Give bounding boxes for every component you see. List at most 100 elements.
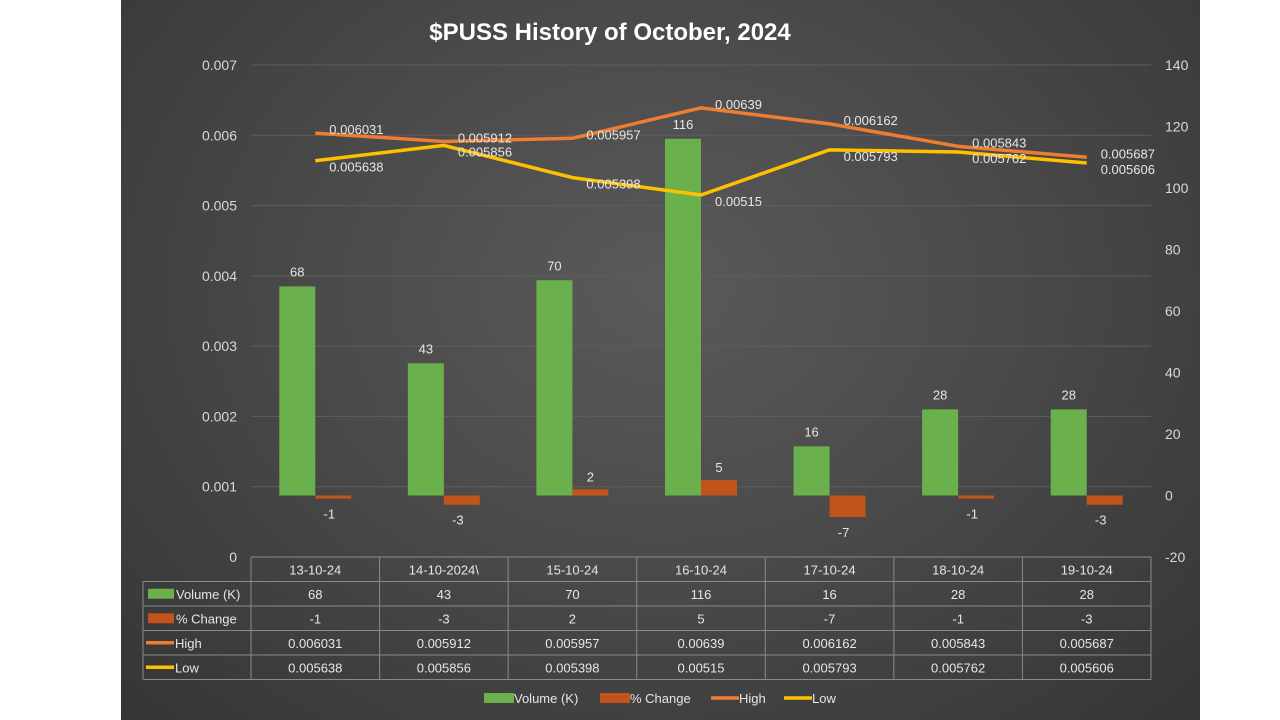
y-right-tick-label: 0 xyxy=(1165,488,1173,504)
table-cell: 0.005398 xyxy=(545,660,599,675)
table-cell: -3 xyxy=(1081,611,1093,626)
table-series-label: High xyxy=(175,636,202,651)
change-bar xyxy=(829,495,866,518)
change-data-label: -3 xyxy=(452,513,464,528)
table-cell: 0.00515 xyxy=(678,660,725,675)
table-cell: 0.005793 xyxy=(802,660,856,675)
change-data-label: 5 xyxy=(715,460,722,475)
table-cell: -3 xyxy=(438,611,450,626)
y-left-tick-label: 0.001 xyxy=(202,479,237,495)
y-right-tick-label: 80 xyxy=(1165,242,1181,258)
change-bar xyxy=(572,489,609,496)
legend-entry: Low xyxy=(812,691,836,706)
table-cell: 5 xyxy=(697,611,704,626)
table-cell: 70 xyxy=(565,587,579,602)
change-bar xyxy=(443,495,480,505)
table-series-label: Volume (K) xyxy=(176,587,240,602)
change-bar xyxy=(315,495,352,499)
y-left-tick-label: 0.004 xyxy=(202,268,237,284)
legend-entry: High xyxy=(739,691,766,706)
y-left-tick-label: 0.007 xyxy=(202,57,237,73)
table-cell: 2 xyxy=(569,611,576,626)
table-cell: 0.005606 xyxy=(1060,660,1114,675)
low-data-label: 0.005793 xyxy=(844,149,898,164)
y-left-tick-label: 0 xyxy=(229,549,237,565)
low-data-label: 0.005762 xyxy=(972,151,1026,166)
table-cell: -7 xyxy=(824,611,836,626)
table-cell: -1 xyxy=(310,611,322,626)
y-right-tick-label: 120 xyxy=(1165,119,1189,135)
chart-title: $PUSS History of October, 2024 xyxy=(429,19,791,46)
low-data-label: 0.005398 xyxy=(586,177,640,192)
table-cell: 28 xyxy=(1079,587,1093,602)
table-cell: 0.006031 xyxy=(288,636,342,651)
table-cell: 0.005856 xyxy=(417,660,471,675)
table-category-label: 17-10-24 xyxy=(804,562,856,577)
change-bar xyxy=(701,480,737,496)
change-data-label: 2 xyxy=(587,469,594,484)
y-left-tick-label: 0.003 xyxy=(202,338,237,354)
table-series-label: Low xyxy=(175,660,199,675)
change-bar xyxy=(1086,495,1123,505)
table-cell: 0.005843 xyxy=(931,636,985,651)
table-cell: 0.006162 xyxy=(802,636,856,651)
volume-data-label: 28 xyxy=(1061,387,1075,402)
y-right-tick-label: -20 xyxy=(1165,549,1185,565)
y-right-tick-label: 60 xyxy=(1165,303,1181,319)
low-data-label: 0.00515 xyxy=(715,194,762,209)
table-cell: 0.005638 xyxy=(288,660,342,675)
high-data-label: 0.005957 xyxy=(586,127,640,142)
high-data-label: 0.006162 xyxy=(844,113,898,128)
volume-bar xyxy=(793,446,830,496)
volume-bar xyxy=(922,409,959,496)
table-series-label: % Change xyxy=(176,611,237,626)
high-data-label: 0.005843 xyxy=(972,135,1026,150)
table-category-label: 14-10-2024\ xyxy=(409,562,479,577)
table-cell: 0.005912 xyxy=(417,636,471,651)
table-cell: 116 xyxy=(691,587,712,602)
y-right-tick-label: 40 xyxy=(1165,365,1181,381)
table-category-label: 13-10-24 xyxy=(289,562,341,577)
table-cell: 43 xyxy=(437,587,451,602)
y-right-tick-label: 140 xyxy=(1165,57,1189,73)
volume-bar xyxy=(665,138,701,496)
table-legend-key xyxy=(148,613,174,624)
table-cell: 0.00639 xyxy=(678,636,725,651)
volume-bar xyxy=(407,363,444,496)
y-right-tick-label: 100 xyxy=(1165,180,1189,196)
y-left-tick-label: 0.002 xyxy=(202,408,237,424)
volume-data-label: 16 xyxy=(804,424,818,439)
table-cell: 0.005762 xyxy=(931,660,985,675)
legend-entry: % Change xyxy=(630,691,691,706)
table-category-label: 18-10-24 xyxy=(932,562,984,577)
y-left-tick-label: 0.006 xyxy=(202,127,237,143)
high-data-label: 0.006031 xyxy=(329,122,383,137)
change-data-label: -1 xyxy=(324,507,336,522)
low-line xyxy=(315,143,1087,197)
volume-data-label: 43 xyxy=(419,341,433,356)
table-category-label: 16-10-24 xyxy=(675,562,727,577)
high-line xyxy=(315,106,1087,160)
y-left-tick-label: 0.005 xyxy=(202,198,237,214)
high-data-label: 0.005912 xyxy=(458,130,512,145)
low-data-label: 0.005638 xyxy=(329,160,383,175)
high-data-label: 0.00639 xyxy=(715,97,762,112)
low-data-label: 0.005856 xyxy=(458,144,512,159)
table-cell: 16 xyxy=(822,587,836,602)
table-cell: -1 xyxy=(952,611,964,626)
table-cell: 0.005687 xyxy=(1060,636,1114,651)
volume-data-label: 28 xyxy=(933,387,947,402)
table-cell: 28 xyxy=(951,587,965,602)
volume-bar xyxy=(1050,409,1087,496)
table-cell: 0.005957 xyxy=(545,636,599,651)
table-cell: 68 xyxy=(308,587,322,602)
change-data-label: -7 xyxy=(838,525,850,540)
legend-key xyxy=(484,693,514,703)
change-data-label: -3 xyxy=(1095,513,1107,528)
legend-key xyxy=(600,693,630,703)
volume-data-label: 70 xyxy=(547,258,561,273)
change-bar xyxy=(958,495,995,499)
volume-bar xyxy=(536,280,573,496)
low-data-label: 0.005606 xyxy=(1101,162,1155,177)
